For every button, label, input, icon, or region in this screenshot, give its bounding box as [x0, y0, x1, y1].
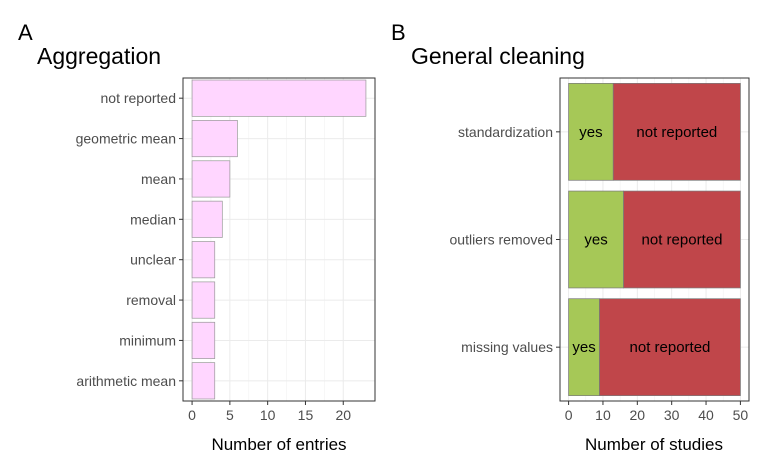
panel-a-bars — [191, 79, 367, 400]
panel-a-y-tick-label: removal — [126, 292, 176, 308]
panel-b-bar-label: yes — [584, 232, 607, 249]
panel-a-x-tick-label: 10 — [260, 407, 276, 423]
panel-b-x-tick-label: 50 — [733, 407, 749, 423]
panel-b-bar-label: not reported — [642, 232, 723, 249]
panel-a-y-tick-label: not reported — [101, 90, 177, 106]
panel-a-y-tick-label: unclear — [130, 252, 176, 268]
panel-b-x-tick-label: 10 — [595, 407, 611, 423]
panel-b-bar-label: yes — [572, 339, 595, 356]
panel-a-x-axis-title: Number of entries — [211, 435, 346, 454]
panel-a-x-tick-label: 15 — [298, 407, 314, 423]
panel-b-title: General cleaning — [411, 43, 585, 69]
panel-a-title: Aggregation — [37, 43, 161, 69]
panel-a-y-tick-label: arithmetic mean — [76, 373, 176, 389]
panel-b-bar-missing-values-yes — [568, 298, 600, 396]
panel-b-x-axis-title: Number of studies — [585, 435, 723, 454]
panel-a-bar-minimum — [191, 321, 216, 359]
panel-b-bar-standardization-yes — [568, 83, 614, 181]
panel-a-bar-mean — [191, 160, 231, 198]
panel-a-bar-removal — [191, 281, 216, 319]
panel-a-y-tick-label: geometric mean — [76, 131, 176, 147]
panel-b-bar-standardization-not-reported — [612, 83, 741, 181]
panel-a-bar-unclear — [191, 241, 216, 279]
panel-a-x-tick-label: 0 — [188, 407, 196, 423]
panel-a-letter: A — [18, 20, 33, 45]
panel-b-bar-outliers-removed-not-reported — [623, 190, 741, 289]
panel-b-y-tick-label: standardization — [458, 124, 553, 140]
panel-b-y-tick-label: outliers removed — [450, 232, 554, 248]
panel-b-y-axis: standardization outliers removed missing v… — [450, 124, 560, 355]
panel-a-x-tick-label: 5 — [226, 407, 234, 423]
panel-a-bar-median — [191, 200, 223, 238]
panel-b: B General cleaning yes not reported yes not… — [391, 20, 750, 454]
panel-b-x-tick-label: 30 — [664, 407, 680, 423]
panel-a-plot-frame — [182, 77, 376, 402]
panel-b-y-tick-label: missing values — [461, 339, 553, 355]
panel-a-y-axis: not reported geometric mean mean median uncl… — [76, 90, 183, 389]
panel-b-bar-label: yes — [579, 124, 602, 141]
panel-a-bar-geometric-mean — [191, 120, 238, 158]
panel-a-bar-arithmetic-mean — [191, 362, 216, 400]
panel-b-x-axis: 0 10 20 30 40 50 — [565, 401, 749, 423]
panel-a: A Aggregation not reported geometric mean… — [18, 20, 376, 454]
panel-a-x-tick-label: 20 — [335, 407, 351, 423]
panel-a-y-tick-label: mean — [141, 171, 176, 187]
panel-b-x-tick-label: 20 — [630, 407, 646, 423]
panel-b-bars: yes not reported yes not reported yes not rep… — [568, 83, 741, 396]
panel-b-x-tick-label: 40 — [698, 407, 714, 423]
panel-b-bar-label: not reported — [630, 339, 711, 356]
panel-b-bar-outliers-removed-yes — [568, 190, 624, 289]
panel-a-bar-not-reported — [191, 79, 367, 117]
panel-a-y-tick-label: median — [130, 211, 176, 227]
panel-b-letter: B — [391, 20, 406, 45]
panel-b-x-tick-label: 0 — [565, 407, 573, 423]
panel-b-bar-label: not reported — [636, 124, 717, 141]
panel-b-bar-missing-values-not-reported — [599, 298, 741, 396]
panel-a-y-tick-label: minimum — [119, 332, 176, 348]
panel-a-x-axis: 0 5 10 15 20 — [188, 401, 351, 423]
